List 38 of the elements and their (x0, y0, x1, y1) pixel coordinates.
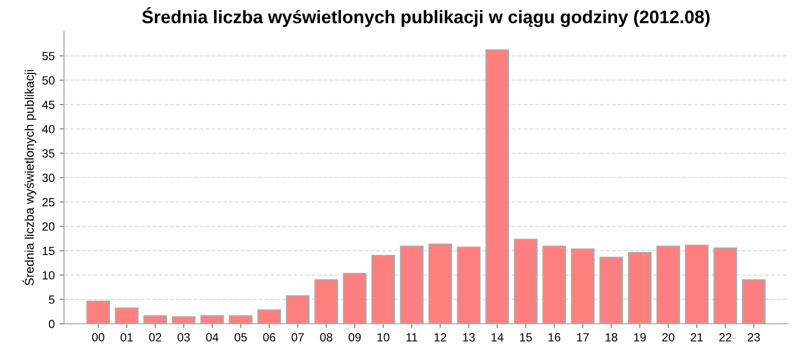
x-tick-label: 23 (748, 333, 760, 342)
x-tick-label: 12 (434, 333, 446, 342)
y-tick-label: 25 (42, 198, 54, 206)
x-tick-label: 19 (634, 333, 646, 342)
x-tick-label: 18 (606, 333, 618, 342)
y-tick-label: 45 (42, 100, 54, 109)
x-tick-label: 11 (406, 333, 418, 342)
x-tick-label: 20 (662, 333, 674, 342)
x-tick-label: 00 (92, 333, 104, 342)
x-tick-label: 22 (719, 333, 732, 342)
y-tick-label: 10 (42, 271, 55, 280)
x-tick-label: 04 (206, 333, 218, 342)
x-tick-label: 13 (463, 333, 475, 342)
y-tick-label: 0 (48, 320, 55, 328)
x-tick-label: 21 (690, 333, 703, 342)
x-tick-label: 06 (263, 333, 276, 342)
y-axis-title: Średnia liczba wyświetlonych publikacji (22, 70, 36, 286)
x-tick-label: 08 (320, 333, 332, 342)
x-tick-label: 05 (234, 333, 247, 342)
y-tick-label: 35 (42, 149, 54, 158)
x-tick-label: 07 (292, 333, 304, 342)
x-tick-label: 01 (120, 333, 133, 342)
x-tick-label: 14 (492, 333, 504, 342)
y-tick-label: 55 (42, 52, 54, 60)
x-tick-label: 15 (520, 333, 532, 342)
y-tick-label: 40 (42, 124, 55, 134)
chart-title: Średnia liczba wyświetlonych publikacji w ciągu godziny (2012.08) (142, 7, 710, 27)
y-tick-label: 50 (42, 76, 55, 85)
y-tick-label: 20 (42, 222, 55, 231)
x-tick-label: 09 (348, 333, 361, 342)
y-tick-label: 5 (48, 296, 54, 304)
x-tick-label: 02 (149, 333, 162, 342)
x-tick-label: 10 (378, 333, 390, 342)
y-tick-label: 30 (42, 174, 55, 182)
y-tick-label: 15 (42, 246, 54, 256)
x-tick-label: 16 (548, 333, 560, 342)
x-tick-label: 17 (577, 333, 589, 342)
x-tick-label: 03 (178, 333, 190, 342)
